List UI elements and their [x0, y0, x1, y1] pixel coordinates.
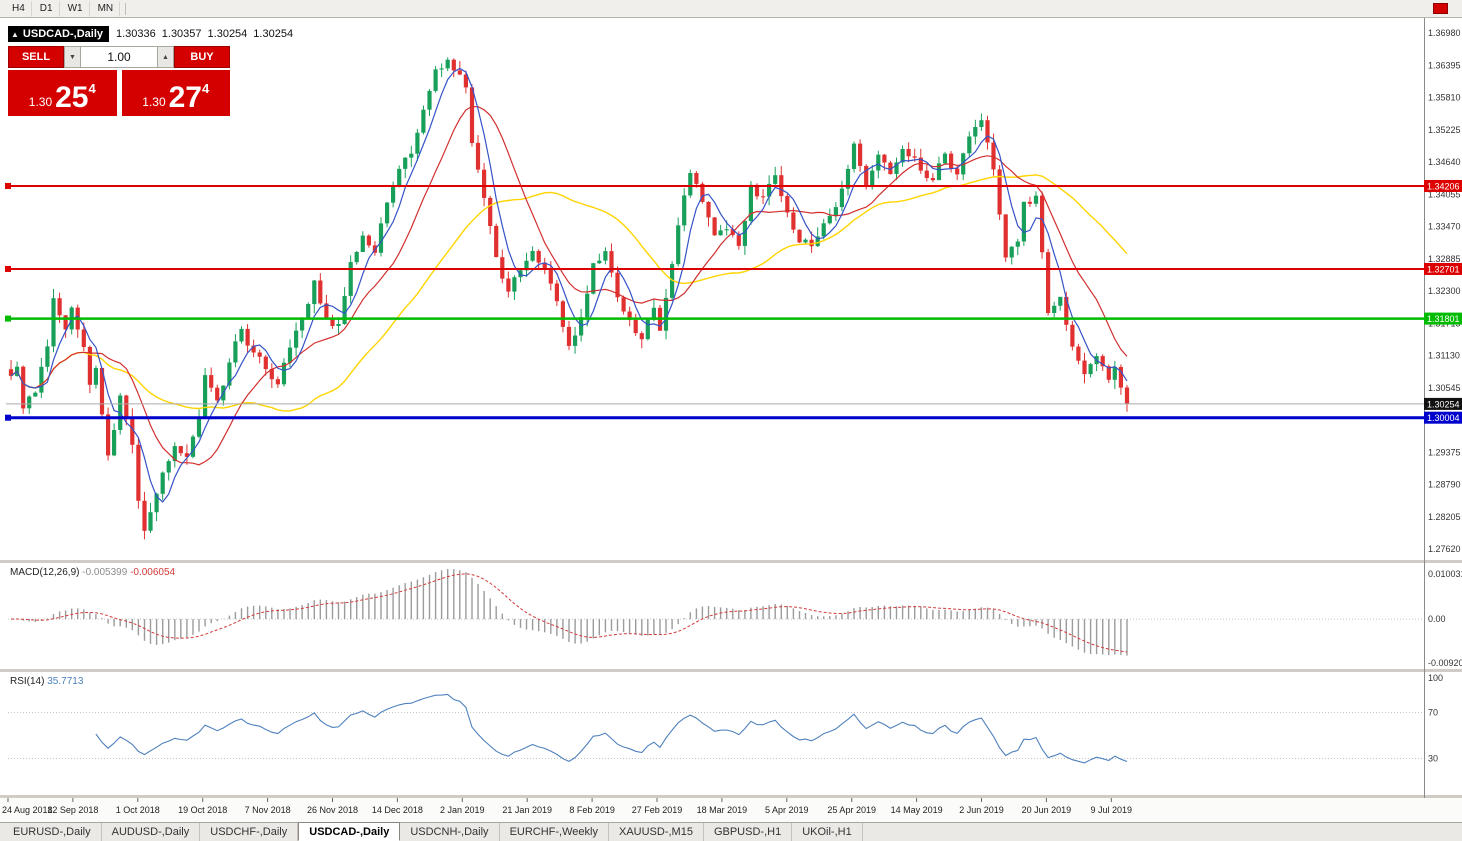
svg-text:30: 30 [1428, 754, 1438, 764]
price-badge [1424, 179, 1462, 192]
price-chart[interactable]: 1.36980 1.36395 1.35810 1.35225 1.34640 1.340… [0, 18, 1462, 822]
one-click-toggle[interactable]: ▲ USDCAD-,Daily [8, 26, 109, 42]
period-button-mn[interactable]: MN [91, 0, 121, 17]
price-badge [1424, 312, 1462, 325]
svg-text:8 Feb 2019: 8 Feb 2019 [569, 805, 615, 815]
svg-text:1.36980: 1.36980 [1428, 28, 1461, 38]
svg-text:1.28790: 1.28790 [1428, 480, 1461, 490]
svg-text:1.30254: 1.30254 [1427, 399, 1460, 409]
svg-text:1.30004: 1.30004 [1427, 413, 1460, 423]
low-value: 1.30254 [207, 28, 248, 40]
svg-text:9 Jul 2019: 9 Jul 2019 [1091, 805, 1133, 815]
chart-window: 1.36980 1.36395 1.35810 1.35225 1.34640 1.340… [0, 18, 1462, 822]
red-square-icon[interactable] [1433, 3, 1448, 14]
svg-text:1.34055: 1.34055 [1428, 189, 1461, 199]
tab-audusd-daily[interactable]: AUDUSD-,Daily [102, 823, 201, 841]
volume-down-icon[interactable]: ▼ [64, 46, 81, 68]
svg-text:1.27620: 1.27620 [1428, 544, 1461, 554]
tab-gbpusd-h1[interactable]: GBPUSD-,H1 [704, 823, 793, 841]
sell-price-main: 25 [55, 81, 89, 114]
svg-text:100: 100 [1428, 673, 1443, 683]
svg-text:1.32885: 1.32885 [1428, 254, 1461, 264]
svg-text:1.31130: 1.31130 [1428, 351, 1460, 361]
volume-input[interactable] [81, 46, 157, 68]
svg-text:1.32701: 1.32701 [1427, 264, 1460, 274]
svg-text:-0.00920: -0.00920 [1428, 658, 1462, 668]
svg-text:1.30545: 1.30545 [1428, 383, 1461, 393]
svg-text:1.34206: 1.34206 [1427, 181, 1460, 191]
chart-tabs-bar: EURUSD-,Daily AUDUSD-,Daily USDCHF-,Daily U… [0, 822, 1462, 841]
svg-text:7 Nov 2018: 7 Nov 2018 [245, 805, 291, 815]
rsi-panel[interactable] [0, 672, 1462, 795]
close-value: 1.30254 [253, 28, 294, 40]
buy-button[interactable]: BUY [174, 46, 230, 68]
open-value: 1.30336 [116, 28, 156, 40]
period-buttons: H4 D1 W1 MN [5, 0, 121, 17]
tab-usdcad-daily[interactable]: USDCAD-,Daily [298, 822, 401, 841]
svg-text:1.31801: 1.31801 [1427, 314, 1460, 324]
svg-text:21 Jan 2019: 21 Jan 2019 [502, 805, 552, 815]
tab-usdcnh-daily[interactable]: USDCNH-,Daily [400, 823, 500, 841]
svg-text:1 Oct 2018: 1 Oct 2018 [116, 805, 160, 815]
buy-price-button[interactable]: 1.30 27 4 [121, 70, 230, 116]
svg-text:0.010031: 0.010031 [1428, 569, 1462, 579]
svg-text:1.35810: 1.35810 [1428, 93, 1461, 103]
sell-price-prefix: 1.30 [28, 95, 53, 109]
rsi-label: RSI(14) 35.7713 [10, 676, 84, 687]
period-button-w1[interactable]: W1 [61, 0, 90, 17]
svg-text:2 Jan 2019: 2 Jan 2019 [440, 805, 485, 815]
svg-text:5 Apr 2019: 5 Apr 2019 [765, 805, 809, 815]
svg-text:27 Feb 2019: 27 Feb 2019 [632, 805, 683, 815]
svg-text:26 Nov 2018: 26 Nov 2018 [307, 805, 358, 815]
tab-eurchf-weekly[interactable]: EURCHF-,Weekly [500, 823, 609, 841]
svg-text:70: 70 [1428, 708, 1438, 718]
svg-text:1.36395: 1.36395 [1428, 60, 1461, 70]
svg-text:1.33470: 1.33470 [1428, 222, 1461, 232]
macd-label: MACD(12,26,9) -0.005399 -0.006054 [10, 567, 176, 578]
svg-text:14 Dec 2018: 14 Dec 2018 [372, 805, 423, 815]
svg-text:1.35225: 1.35225 [1428, 125, 1461, 135]
svg-text:1.32300: 1.32300 [1428, 286, 1461, 296]
tab-xauusd-m15[interactable]: XAUUSD-,M15 [609, 823, 704, 841]
svg-text:25 Apr 2019: 25 Apr 2019 [827, 805, 876, 815]
volume-up-icon[interactable]: ▲ [157, 46, 174, 68]
sell-price-button[interactable]: 1.30 25 4 [8, 70, 117, 116]
svg-text:1.34640: 1.34640 [1428, 157, 1461, 167]
tab-usdchf-daily[interactable]: USDCHF-,Daily [200, 823, 299, 841]
one-click-trading-widget: SELL ▼ ▲ BUY 1.30 25 4 1.30 27 4 [8, 46, 230, 116]
collapse-triangle-icon: ▲ [11, 29, 19, 39]
sell-button[interactable]: SELL [8, 46, 64, 68]
price-badge [1424, 411, 1462, 424]
toolbar-separator [125, 2, 127, 15]
tab-eurusd-daily[interactable]: EURUSD-,Daily [3, 823, 102, 841]
svg-text:19 Oct 2018: 19 Oct 2018 [178, 805, 227, 815]
svg-text:1.28205: 1.28205 [1428, 512, 1461, 522]
period-button-h4[interactable]: H4 [5, 0, 32, 17]
macd-panel[interactable] [0, 563, 1462, 669]
svg-text:12 Sep 2018: 12 Sep 2018 [47, 805, 98, 815]
buy-price-pipette: 4 [202, 81, 210, 96]
svg-text:24 Aug 2018: 24 Aug 2018 [2, 805, 53, 815]
buy-price-prefix: 1.30 [142, 95, 166, 109]
top-toolbar: H4 D1 W1 MN [0, 0, 1462, 18]
ohlc-values: 1.30336 1.30357 1.30254 1.30254 [116, 28, 299, 40]
high-value: 1.30357 [161, 28, 202, 40]
svg-text:18 Mar 2019: 18 Mar 2019 [697, 805, 748, 815]
sell-price-pipette: 4 [88, 81, 96, 96]
svg-text:1.29375: 1.29375 [1428, 447, 1461, 457]
buy-price-main: 27 [168, 81, 202, 114]
svg-text:20 Jun 2019: 20 Jun 2019 [1022, 805, 1072, 815]
period-button-d1[interactable]: D1 [33, 0, 60, 17]
symbol-header: ▲ USDCAD-,Daily 1.30336 1.30357 1.30254 … [8, 26, 299, 42]
svg-text:14 May 2019: 14 May 2019 [891, 805, 943, 815]
symbol-name: USDCAD-,Daily [22, 28, 103, 40]
tab-ukoil-h1[interactable]: UKOil-,H1 [792, 823, 863, 841]
price-badge [1424, 397, 1462, 410]
svg-text:2 Jun 2019: 2 Jun 2019 [959, 805, 1004, 815]
price-badge [1424, 262, 1462, 275]
svg-text:0.00: 0.00 [1428, 614, 1446, 624]
